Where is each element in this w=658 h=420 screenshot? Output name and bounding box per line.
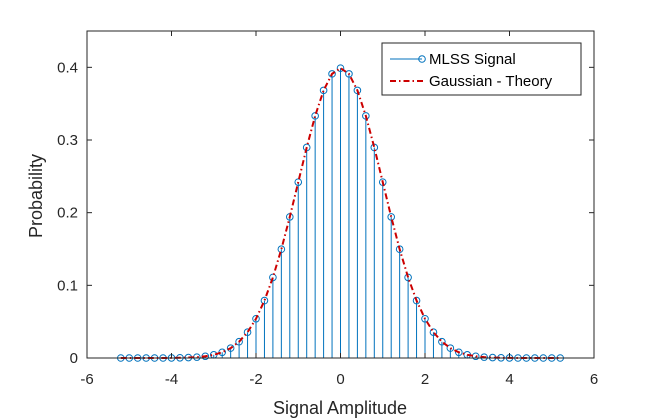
y-tick-label: 0.4 (57, 59, 78, 76)
axes: -6 -4 -2 0 2 4 6 0 0.1 0.2 0.3 0.4 (57, 30, 598, 388)
mlss-point (260, 296, 269, 305)
x-tick-label: 0 (336, 371, 344, 388)
mlss-point (429, 328, 438, 337)
x-tick-label: -4 (165, 371, 178, 388)
x-tick-label: -6 (80, 371, 93, 388)
mlss-point (446, 344, 455, 352)
legend-mlss-swatch-marker (418, 55, 426, 63)
x-tick-label: 4 (505, 371, 513, 388)
mlss-point (353, 86, 362, 95)
mlss-point (252, 314, 260, 323)
mlss-point (311, 112, 319, 120)
y-tick-label: 0.2 (57, 205, 78, 222)
mlss-point (438, 337, 446, 346)
mlss-point (243, 328, 252, 337)
y-tick-label: 0.3 (57, 132, 78, 149)
mlss-point (226, 344, 235, 352)
legend-theory-label: Gaussian - Theory (429, 73, 553, 90)
x-tick-label: -2 (249, 371, 262, 388)
mlss-point (412, 296, 421, 305)
x-tick-label: 6 (590, 371, 598, 388)
mlss-point (336, 64, 345, 72)
mlss-point (319, 86, 328, 95)
x-tick-label: 2 (421, 371, 429, 388)
legend-box (381, 42, 582, 96)
gaussian-theory-line (120, 66, 561, 359)
plot-area (117, 64, 565, 362)
legend: MLSS Signal Gaussian - Theory (381, 42, 582, 96)
mlss-point (235, 337, 243, 346)
mlss-point (455, 348, 463, 357)
x-axis-label: Signal Amplitude (273, 398, 407, 418)
mlss-point (421, 314, 429, 323)
y-axis-label: Probability (26, 154, 46, 238)
y-tick-label: 0.1 (57, 277, 78, 294)
legend-mlss-label: MLSS Signal (429, 51, 516, 68)
mlss-point (328, 70, 336, 78)
y-tick-label: 0 (70, 350, 78, 367)
mlss-point (345, 70, 353, 78)
